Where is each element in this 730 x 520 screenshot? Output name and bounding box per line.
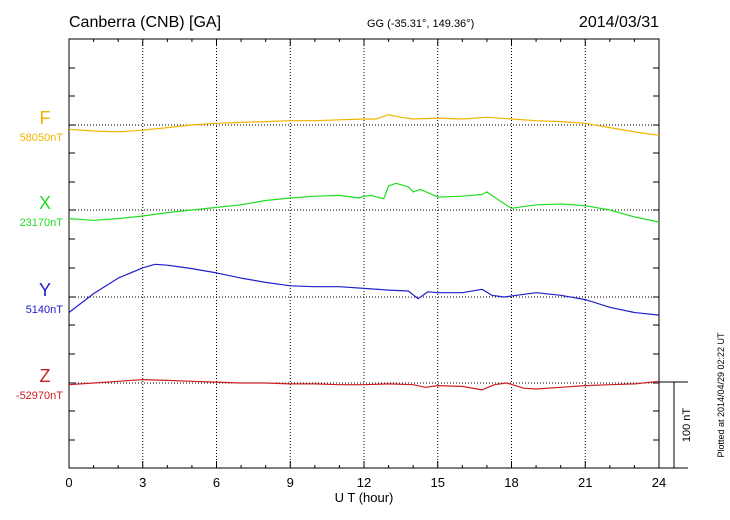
x-tick-label: 15 bbox=[431, 475, 445, 490]
series-line-f bbox=[68, 114, 660, 136]
series-line-x bbox=[68, 182, 660, 223]
series-name-z: Z bbox=[40, 366, 51, 386]
x-tick-label: 21 bbox=[578, 475, 592, 490]
series-baseline-f: 58050nT bbox=[20, 132, 64, 144]
series-line-y bbox=[68, 263, 660, 316]
series-name-x: X bbox=[39, 193, 51, 213]
plotted-timestamp: Plotted at 2014/04/29 02:22 UT bbox=[716, 332, 726, 458]
series-baseline-y: 5140nT bbox=[26, 304, 64, 316]
x-tick-label: 6 bbox=[213, 475, 220, 490]
series-name-f: F bbox=[40, 108, 51, 128]
station-title: Canberra (CNB) [GA] bbox=[69, 14, 221, 31]
series-lines bbox=[68, 114, 660, 391]
grid-lines bbox=[69, 39, 659, 468]
x-axis-label: U T (hour) bbox=[335, 490, 394, 505]
x-tick-label: 9 bbox=[287, 475, 294, 490]
axis-ticks bbox=[68, 38, 660, 468]
x-tick-label: 18 bbox=[504, 475, 518, 490]
series-line-z bbox=[68, 379, 660, 391]
scale-bar: 100 nT bbox=[659, 381, 693, 469]
x-tick-labels: 0 3 6 9 12 15 18 21 24 bbox=[65, 475, 666, 490]
plot-frame bbox=[68, 38, 660, 469]
x-tick-label: 3 bbox=[139, 475, 146, 490]
x-tick-label: 0 bbox=[65, 475, 72, 490]
date-label: 2014/03/31 bbox=[579, 14, 659, 31]
x-tick-label: 24 bbox=[652, 475, 666, 490]
series-labels: F 58050nT X 23170nT Y 5140nT Z -52970nT bbox=[16, 108, 63, 402]
series-name-y: Y bbox=[39, 280, 51, 300]
series-baseline-z: -52970nT bbox=[16, 390, 63, 402]
x-tick-label: 12 bbox=[357, 475, 371, 490]
scale-bar-label: 100 nT bbox=[681, 408, 693, 443]
coordinates-label: GG (-35.31°, 149.36°) bbox=[367, 18, 474, 30]
series-baseline-x: 23170nT bbox=[20, 217, 64, 229]
